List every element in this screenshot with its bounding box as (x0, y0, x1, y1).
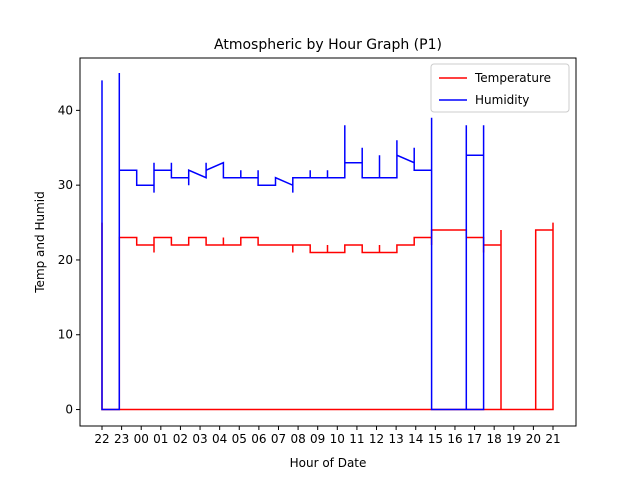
x-tick-label: 20 (526, 432, 541, 446)
x-tick-label: 14 (408, 432, 423, 446)
series-line-temperature (101, 222, 554, 411)
x-tick-label: 12 (369, 432, 384, 446)
x-tick-label: 19 (506, 432, 521, 446)
x-tick-label: 16 (447, 432, 462, 446)
series-line-humidity (101, 73, 485, 411)
x-tick-label: 03 (192, 432, 207, 446)
x-axis-title: Hour of Date (290, 456, 367, 470)
x-tick-label: 17 (467, 432, 482, 446)
y-tick-label: 30 (58, 178, 73, 192)
x-tick-label: 09 (310, 432, 325, 446)
x-tick-label: 04 (212, 432, 227, 446)
x-tick-label: 22 (94, 432, 109, 446)
x-tick-label: 05 (232, 432, 247, 446)
x-tick-label: 13 (388, 432, 403, 446)
y-tick-label: 10 (58, 328, 73, 342)
chart-title: Atmospheric by Hour Graph (P1) (214, 37, 442, 53)
x-tick-label: 06 (251, 432, 266, 446)
x-tick-label: 18 (487, 432, 502, 446)
axes: 22 23 00 01 02 03 04 05 06 07 08 09 10 11 12 13 14 15 16 17… (58, 57, 577, 446)
legend: Temperature Humidity (430, 63, 570, 113)
x-tick-label: 08 (290, 432, 305, 446)
x-tick-label: 10 (330, 432, 345, 446)
legend-label-temperature: Temperature (474, 71, 551, 85)
x-tick-label: 23 (114, 432, 129, 446)
legend-label-humidity: Humidity (475, 93, 529, 107)
x-tick-label: 01 (153, 432, 168, 446)
y-axis-title: Temp and Humid (33, 191, 47, 293)
x-tick-label: 02 (173, 432, 188, 446)
plot-area (101, 73, 554, 411)
y-tick-label: 20 (58, 253, 73, 267)
x-tick-label: 15 (428, 432, 443, 446)
x-tick-label: 21 (545, 432, 560, 446)
axes-frame (79, 57, 577, 427)
x-tick-label: 07 (271, 432, 286, 446)
x-tick-label: 00 (134, 432, 149, 446)
y-tick-label: 40 (58, 103, 73, 117)
x-tick-label: 11 (349, 432, 364, 446)
y-tick-label: 0 (65, 403, 73, 417)
